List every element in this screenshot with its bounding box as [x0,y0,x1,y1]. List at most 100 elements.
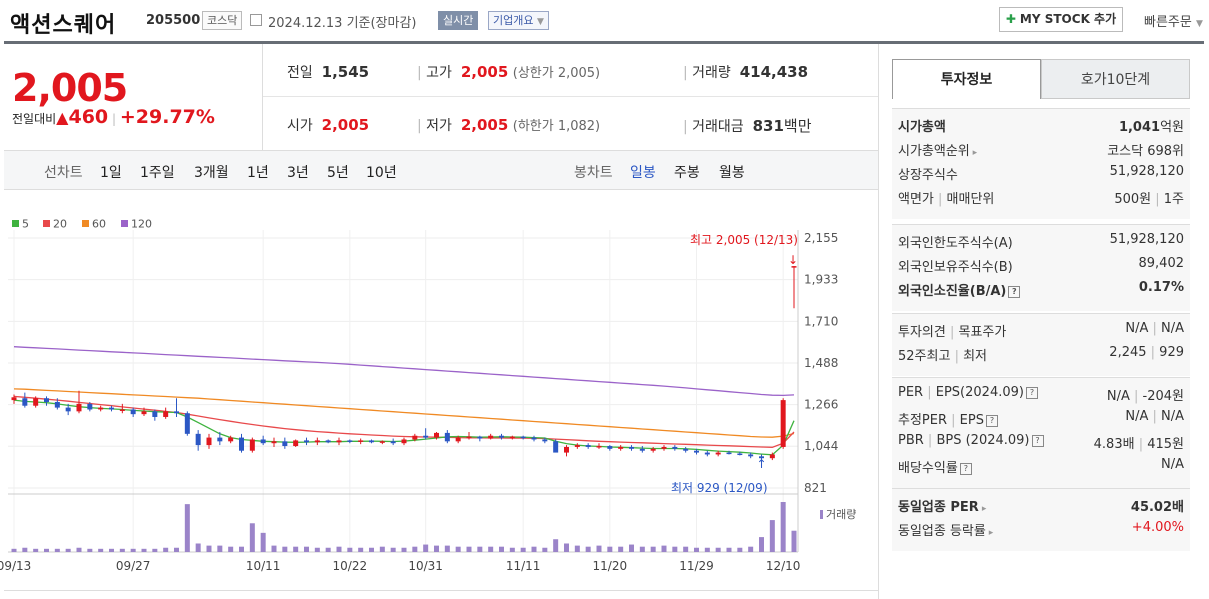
candle-body [98,407,104,410]
invest-value: 코스닥 698위 [1107,144,1184,159]
candle-body [260,439,266,444]
candle-body [455,437,461,442]
candle-body [369,440,374,443]
invest-label: 상장주식수 [898,168,958,183]
legend-swatch [43,220,50,227]
row-divider [263,96,878,97]
candle-body [737,453,743,456]
tab-orderbook[interactable]: 호가10단계 [1041,59,1190,99]
change-label: 전일대비 [12,112,57,126]
candle-body [412,435,418,440]
volume-bar [553,539,559,552]
volume-bar [54,548,60,552]
ma120-line [13,346,795,397]
y-tick-label: 2,155 [804,231,838,245]
candle-body [715,452,721,455]
current-price: 2,005 [12,66,128,110]
chevron-right-icon: ▸ [969,148,978,158]
divider: | [111,112,117,126]
legend-label: 60 [92,218,106,231]
candle-body [650,448,656,451]
stock-name[interactable]: 액션스퀘어 [10,13,117,38]
volume-bar [444,545,450,552]
volume-bar [715,547,721,552]
calendar-icon [250,14,262,26]
invest-label[interactable]: 시가총액순위 ▸ [898,144,978,159]
volume-bar [455,546,461,552]
candle-body [206,437,212,446]
up-arrow-icon: ↑ [756,457,766,471]
legend-label: 120 [131,218,152,231]
candle-body [434,432,439,438]
open-price: 시가 2,005 [287,116,370,134]
candle-body [217,437,223,442]
change-value: 460 [68,106,109,128]
x-tick-label: 11/11 [506,559,541,573]
realtime-button[interactable]: 실시간 [438,11,479,30]
volume-bar [683,546,689,552]
divider: | [1129,389,1143,404]
help-icon[interactable]: ? [1025,387,1038,399]
tab-weekly[interactable]: 주봉 [674,165,700,181]
help-icon[interactable]: ? [1008,286,1021,298]
candle-body [661,446,667,449]
invest-value: 0.17% [1138,280,1184,295]
my-stock-add-button[interactable]: ✚ MY STOCK 추가 [999,7,1123,32]
tab-1d[interactable]: 1일 [100,165,122,181]
invest-value: N/A | N/A [1125,409,1184,424]
company-overview-button[interactable]: 기업개요 ▼ [488,11,549,30]
volume-bar [390,547,396,552]
volume-bar [260,532,266,552]
tab-1y[interactable]: 1년 [247,165,269,181]
legend-swatch [121,220,128,227]
candle-body [347,440,353,442]
tab-monthly[interactable]: 월봉 [719,165,745,181]
invest-label: PBR | BPS (2024.09)? [898,433,1044,448]
invest-value: 2,245 | 929 [1109,345,1184,360]
invest-label: 배당수익률? [898,457,972,476]
invest-value: N/A | -204원 [1106,389,1184,404]
tab-1w[interactable]: 1주일 [140,165,175,181]
volume-bar [119,548,125,552]
chart-tabs-bar: 선차트 1일 1주일 3개월 1년 3년 5년 10년 봉차트 일봉 주봉 월봉 [4,150,878,190]
help-icon[interactable]: ? [959,463,972,475]
volume-bar [629,544,634,552]
volume-bar [314,547,320,552]
candle-body [336,440,342,443]
invest-section-s5: 동일업종 PER ▸ 45.02배 동일업종 등락률 ▸ +4.00% [892,488,1190,551]
volume-bar [325,547,331,552]
candle-body [509,436,515,439]
divider: | [1134,437,1148,452]
invest-section-s3: 투자의견 | 목표주가 N/A | N/A 52주최고 | 최저 2,245 | 92… [892,313,1190,376]
candle-body [152,411,158,417]
volume-bar [249,523,255,552]
x-tick-label: 09/13 [0,559,31,573]
divider: | [947,413,960,428]
invest-sublabel: 목표주가 [958,325,1007,340]
volume-bar [509,547,515,552]
candle-body [239,437,244,451]
tab-5y[interactable]: 5년 [327,165,349,181]
tab-3y[interactable]: 3년 [287,165,309,181]
invest-subvalue: N/A [1161,321,1184,336]
tab-daily[interactable]: 일봉 [630,165,656,181]
low-annotation: 최저 929 (12/09) [671,481,768,495]
volume-bar [109,548,114,552]
plus-icon: ✚ [1005,12,1016,26]
y-tick-label: 1,044 [804,439,838,453]
help-icon[interactable]: ? [985,415,998,427]
invest-section-s2: 외국인한도주식수(A) 51,928,120 외국인보유주식수(B) 89,402 외국… [892,224,1190,311]
invest-label[interactable]: 동일업종 PER ▸ [898,500,987,515]
tab-10y[interactable]: 10년 [366,165,397,181]
quick-order-button[interactable]: 빠른주문 ▼ [1144,15,1203,30]
tab-3m[interactable]: 3개월 [194,165,229,181]
tab-investment-info[interactable]: 투자정보 [892,59,1041,99]
candle-body [33,398,39,406]
help-icon[interactable]: ? [1031,435,1044,447]
volume-bar [499,546,504,552]
invest-label[interactable]: 동일업종 등락률 ▸ [898,524,994,539]
price-chart[interactable]: 5 20 60 120 2,155 1,933 1,710 1,488 1,266 1,044 82… [0,200,878,590]
candle-body [531,437,537,440]
day-high: | 고가 2,005 (상한가 2,005) [417,63,601,81]
candle-body [499,435,504,438]
